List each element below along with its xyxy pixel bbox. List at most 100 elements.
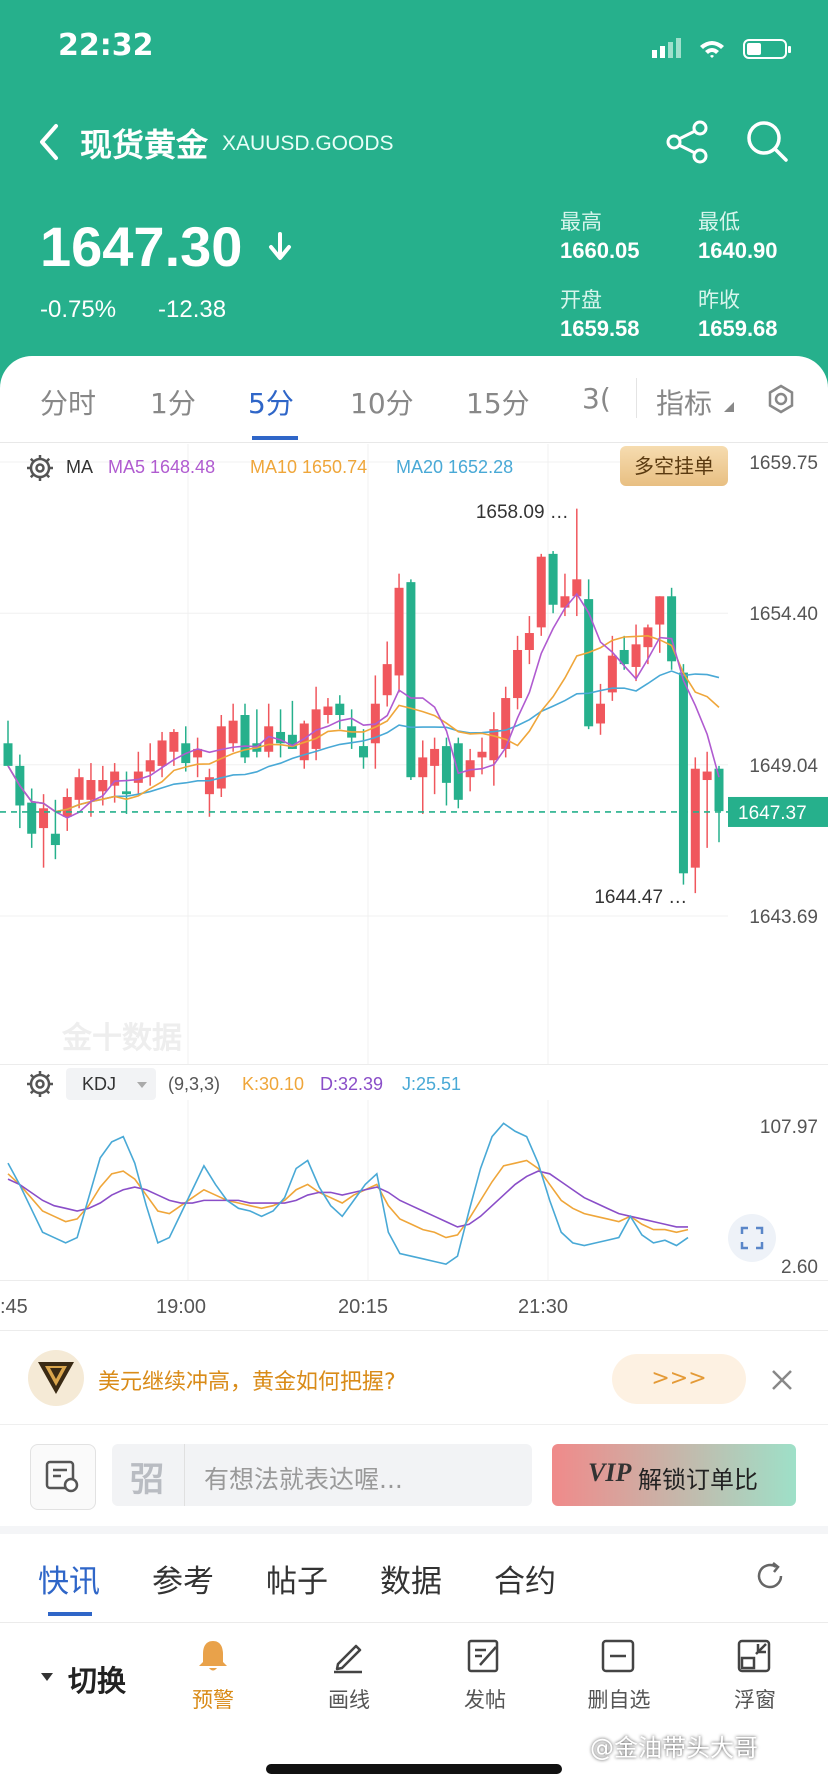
remove-watchlist-button[interactable]: 删自选 xyxy=(587,1688,651,1712)
tab-15min[interactable]: 15分 xyxy=(466,387,530,420)
candle xyxy=(667,596,677,662)
candle xyxy=(513,649,523,699)
candle xyxy=(477,751,487,758)
page-title: 现货黄金 xyxy=(80,126,209,164)
switch-button[interactable]: 切换 xyxy=(68,1664,127,1698)
post-button[interactable]: 发帖 xyxy=(464,1688,506,1712)
remove-watchlist-icon[interactable] xyxy=(600,1638,636,1674)
share-icon[interactable] xyxy=(666,120,710,164)
candle xyxy=(311,709,321,749)
pen-icon[interactable] xyxy=(330,1638,366,1674)
fullscreen-button[interactable] xyxy=(728,1214,776,1262)
candle xyxy=(418,757,428,778)
candle xyxy=(287,734,297,749)
tab-contract[interactable]: 合约 xyxy=(494,1564,556,1600)
close-icon[interactable] xyxy=(770,1368,794,1392)
candle xyxy=(394,587,404,676)
ma5-legend: MA5 1648.48 xyxy=(108,457,216,477)
change-percent: -0.75% xyxy=(40,296,117,323)
chevron-down-icon xyxy=(137,1082,147,1088)
post-icon[interactable] xyxy=(466,1638,502,1674)
candle xyxy=(702,771,712,781)
high-price-label: 1658.09 … xyxy=(476,502,569,523)
comment-input[interactable] xyxy=(112,1444,532,1506)
divider xyxy=(184,1444,185,1506)
ma-settings-icon[interactable] xyxy=(26,454,54,482)
caret-down-icon[interactable] xyxy=(40,1672,54,1682)
symbol-code: XAUUSD.GOODS xyxy=(222,132,394,155)
candle xyxy=(62,796,72,817)
bell-icon[interactable] xyxy=(196,1638,230,1674)
candle xyxy=(536,556,546,628)
settings-icon[interactable] xyxy=(766,384,796,414)
refresh-icon[interactable] xyxy=(754,1560,786,1592)
note-icon[interactable] xyxy=(44,1458,80,1494)
low-price-label: 1644.47 … xyxy=(594,887,687,908)
y-tick-label: 1654.40 xyxy=(749,604,818,625)
float-window-icon[interactable] xyxy=(736,1638,772,1674)
candle xyxy=(240,715,250,758)
ma10-legend: MA10 1650.74 xyxy=(250,457,368,477)
candle xyxy=(228,720,238,744)
current-price-tag xyxy=(728,796,828,827)
candle xyxy=(204,777,214,795)
ma-lines: 1647.37 1658.09 … 1644.47 … xyxy=(0,502,828,908)
promo-text[interactable]: 美元继续冲高，黄金如何把握? xyxy=(98,1370,396,1395)
alert-button[interactable]: 预警 xyxy=(192,1688,234,1712)
wifi-icon xyxy=(700,41,724,58)
tab-flash-news[interactable]: 快讯 xyxy=(38,1564,100,1600)
promo-more-button[interactable]: >>> xyxy=(612,1354,746,1404)
float-window-button[interactable]: 浮窗 xyxy=(734,1688,776,1712)
draw-line-button[interactable]: 画线 xyxy=(328,1688,370,1712)
tab-30min[interactable]: 3( xyxy=(582,382,610,415)
candle xyxy=(596,703,605,724)
tab-1min[interactable]: 1分 xyxy=(150,387,196,420)
comment-placeholder[interactable]: 有想法就表达喔... xyxy=(204,1465,403,1494)
candles xyxy=(3,508,724,894)
arrow-down-icon xyxy=(269,232,291,260)
vip-unlock-label: 解锁订单比 xyxy=(638,1466,758,1494)
kdj-k-value: K:30.10 xyxy=(242,1074,305,1094)
divider xyxy=(0,1622,828,1623)
indicator-dropdown[interactable]: 指标 xyxy=(656,387,713,420)
fullscreen-icon[interactable] xyxy=(740,1226,764,1250)
y-tick-label: 1659.75 xyxy=(749,453,818,474)
candle xyxy=(560,596,570,608)
kdj-settings-icon[interactable] xyxy=(26,1070,54,1098)
candle xyxy=(655,596,665,625)
ma5-line xyxy=(7,592,720,819)
back-icon[interactable] xyxy=(36,122,60,162)
candle xyxy=(714,768,724,812)
kdj-tick-label: 107.97 xyxy=(760,1117,818,1138)
candle xyxy=(430,748,440,766)
divider xyxy=(0,1064,828,1065)
candle xyxy=(157,740,167,766)
vip-icon: VIP xyxy=(588,1458,632,1487)
time-label: 20:15 xyxy=(338,1296,389,1318)
tab-posts[interactable]: 帖子 xyxy=(266,1564,328,1600)
ma-indicator-label[interactable]: MA xyxy=(66,457,93,477)
kdj-j-line xyxy=(7,1122,689,1265)
candle xyxy=(643,627,653,648)
chart-watermark: 金十数据 xyxy=(61,1021,182,1056)
divider xyxy=(0,1424,828,1425)
tab-data[interactable]: 数据 xyxy=(380,1564,442,1600)
stat-label-open: 开盘 xyxy=(560,288,602,312)
divider xyxy=(0,1280,828,1281)
tab-timeshare[interactable]: 分时 xyxy=(40,387,97,420)
candle xyxy=(216,726,226,789)
search-icon[interactable] xyxy=(744,118,790,164)
note-button[interactable] xyxy=(30,1444,96,1510)
kdj-chart[interactable]: 107.97 2.60 xyxy=(0,1100,828,1290)
candle xyxy=(193,748,203,758)
tab-5min[interactable]: 5分 xyxy=(248,387,294,420)
candle xyxy=(169,731,179,752)
home-indicator[interactable] xyxy=(266,1764,562,1774)
kdj-d-line xyxy=(7,1170,688,1228)
candle xyxy=(133,771,143,783)
vip-unlock-button[interactable] xyxy=(552,1444,796,1506)
tab-reference[interactable]: 参考 xyxy=(152,1564,214,1600)
tab-10min[interactable]: 10分 xyxy=(350,387,414,420)
order-book-button[interactable]: 多空挂单 xyxy=(620,446,728,486)
